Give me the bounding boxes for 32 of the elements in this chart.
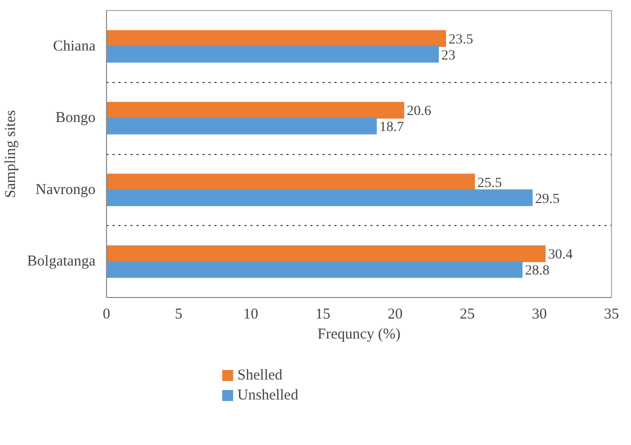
data-label: 28.8 [525,264,550,279]
bar [106,245,546,262]
data-label: 30.4 [548,248,573,263]
x-axis-title: Frequncy (%) [318,326,400,342]
x-tick-label: 5 [174,306,182,322]
x-tick-label: 35 [604,306,619,322]
bar [106,30,446,47]
y-axis-title: Sampling sites [3,110,20,198]
bar [106,261,523,278]
data-label: 25.5 [477,176,502,191]
x-tick-label: 15 [315,306,330,322]
bar [106,189,533,206]
data-label: 23 [441,48,456,64]
data-label: 23.5 [448,32,474,48]
x-tick-label: 30 [532,306,547,322]
y-tick-label: Bolgatanga [27,254,96,270]
x-tick-label: 25 [460,306,475,322]
data-label: 20.6 [406,104,432,120]
legend-label: Shelled [237,368,283,384]
bar [106,46,439,63]
data-label: 18.7 [379,120,404,136]
y-tick-label: Bongo [55,110,96,126]
x-tick-label: 0 [102,306,110,322]
bar [106,174,475,190]
data-label: 29.5 [535,192,560,207]
x-tick-label: 20 [388,306,403,322]
bar [106,118,377,134]
y-tick-label: Navrongo [36,182,96,198]
legend-label: Unshelled [237,388,299,404]
y-tick-label: Chiana [53,38,96,54]
x-tick-label: 10 [243,306,258,322]
bar [106,102,404,119]
